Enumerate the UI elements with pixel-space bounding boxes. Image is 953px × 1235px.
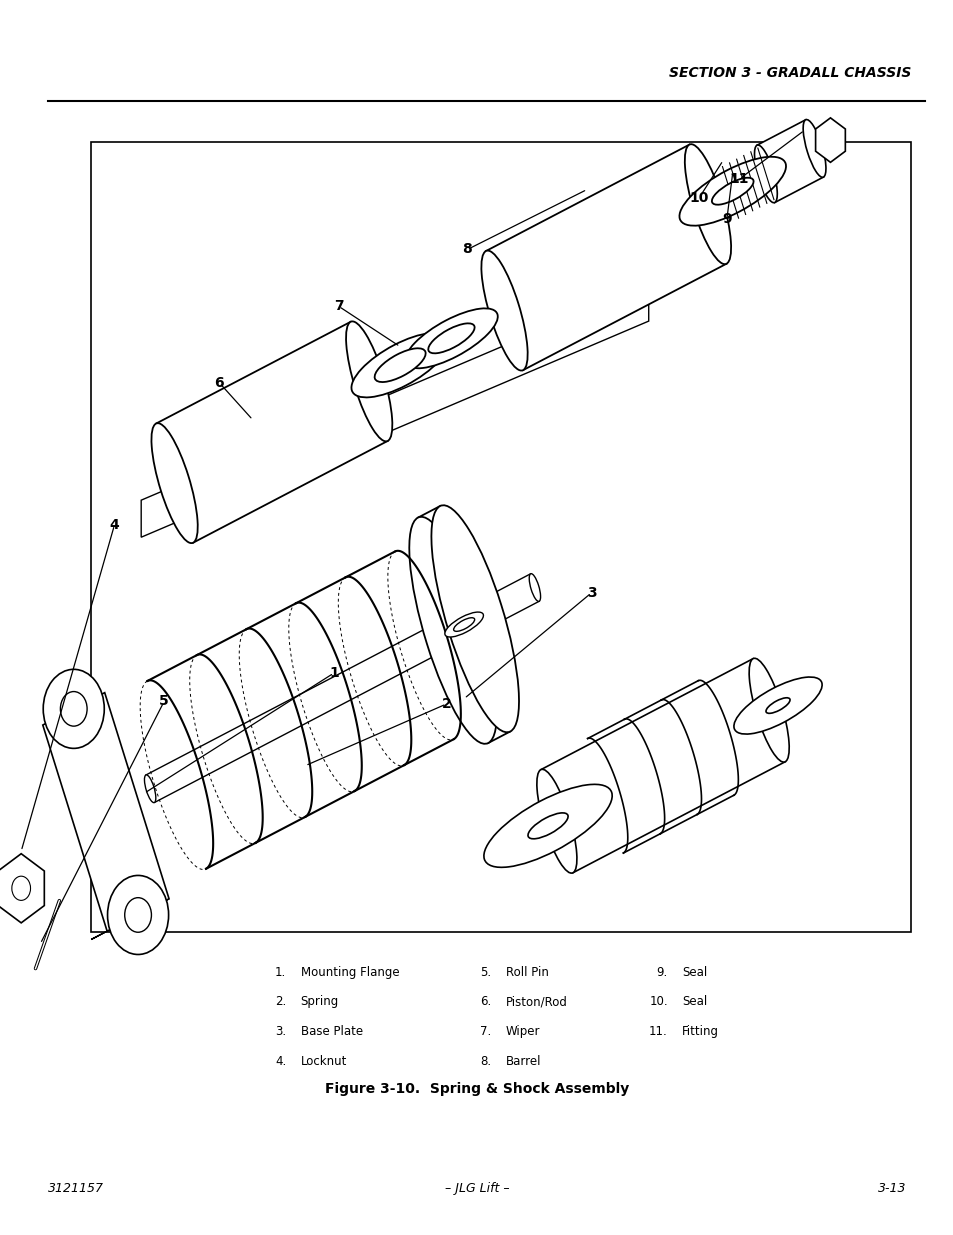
Text: Fitting: Fitting — [681, 1025, 719, 1039]
Ellipse shape — [537, 769, 577, 873]
Text: 1: 1 — [329, 666, 338, 680]
Ellipse shape — [684, 144, 730, 264]
Ellipse shape — [375, 348, 425, 382]
Ellipse shape — [43, 669, 104, 748]
Text: 1.: 1. — [274, 966, 286, 979]
Ellipse shape — [409, 516, 497, 743]
Text: Wiper: Wiper — [505, 1025, 539, 1039]
Ellipse shape — [748, 658, 788, 762]
Ellipse shape — [444, 613, 483, 637]
Ellipse shape — [152, 424, 197, 543]
Text: Figure 3-10.  Spring & Shock Assembly: Figure 3-10. Spring & Shock Assembly — [325, 1082, 628, 1097]
Ellipse shape — [346, 321, 392, 441]
Ellipse shape — [144, 774, 155, 803]
Ellipse shape — [11, 876, 30, 900]
Ellipse shape — [125, 898, 152, 932]
Text: Seal: Seal — [681, 966, 706, 979]
Text: 4: 4 — [110, 517, 119, 532]
Polygon shape — [0, 853, 44, 923]
Ellipse shape — [802, 120, 825, 178]
Text: 3.: 3. — [274, 1025, 286, 1039]
Text: 7: 7 — [334, 299, 343, 314]
Polygon shape — [756, 120, 822, 203]
Ellipse shape — [454, 618, 475, 631]
Polygon shape — [540, 658, 784, 873]
Text: SECTION 3 - GRADALL CHASSIS: SECTION 3 - GRADALL CHASSIS — [668, 67, 910, 80]
Polygon shape — [815, 117, 844, 162]
Text: 9.: 9. — [656, 966, 667, 979]
Polygon shape — [146, 574, 538, 803]
Text: Spring: Spring — [300, 995, 338, 1009]
Text: 6.: 6. — [479, 995, 491, 1009]
Ellipse shape — [733, 677, 821, 734]
Text: Seal: Seal — [681, 995, 706, 1009]
Text: Roll Pin: Roll Pin — [505, 966, 548, 979]
Text: 11: 11 — [729, 172, 748, 186]
Text: Base Plate: Base Plate — [300, 1025, 362, 1039]
Ellipse shape — [481, 251, 527, 370]
Ellipse shape — [711, 178, 753, 205]
Ellipse shape — [527, 813, 567, 839]
Text: 9: 9 — [721, 211, 731, 226]
Ellipse shape — [679, 157, 785, 226]
Polygon shape — [141, 284, 648, 537]
Ellipse shape — [351, 333, 448, 398]
Text: 3: 3 — [586, 585, 596, 600]
Text: 8.: 8. — [479, 1055, 491, 1068]
Text: 11.: 11. — [648, 1025, 667, 1039]
Bar — [91, 142, 910, 932]
Text: Locknut: Locknut — [300, 1055, 347, 1068]
Text: 3-13: 3-13 — [877, 1182, 905, 1194]
Ellipse shape — [405, 309, 497, 368]
Ellipse shape — [765, 698, 789, 714]
Text: 7.: 7. — [479, 1025, 491, 1039]
Polygon shape — [156, 322, 387, 542]
Ellipse shape — [60, 692, 87, 726]
Text: – JLG Lift –: – JLG Lift – — [444, 1182, 509, 1194]
Text: Piston/Rod: Piston/Rod — [505, 995, 567, 1009]
Text: 6: 6 — [214, 375, 224, 390]
Text: 10: 10 — [689, 190, 708, 205]
Text: 2: 2 — [441, 697, 451, 711]
Text: 4.: 4. — [274, 1055, 286, 1068]
Ellipse shape — [431, 505, 518, 732]
Polygon shape — [417, 506, 510, 743]
Ellipse shape — [483, 784, 612, 867]
Ellipse shape — [529, 573, 540, 601]
Polygon shape — [485, 144, 726, 370]
Text: Barrel: Barrel — [505, 1055, 540, 1068]
Text: 5: 5 — [159, 694, 169, 709]
Text: 8: 8 — [462, 242, 472, 257]
Text: Mounting Flange: Mounting Flange — [300, 966, 398, 979]
Text: 2.: 2. — [274, 995, 286, 1009]
Text: 5.: 5. — [479, 966, 491, 979]
Ellipse shape — [428, 324, 475, 353]
Text: 10.: 10. — [648, 995, 667, 1009]
Text: 3121157: 3121157 — [48, 1182, 104, 1194]
Polygon shape — [91, 899, 169, 940]
Ellipse shape — [108, 876, 169, 955]
Ellipse shape — [754, 144, 777, 203]
Polygon shape — [43, 693, 169, 931]
